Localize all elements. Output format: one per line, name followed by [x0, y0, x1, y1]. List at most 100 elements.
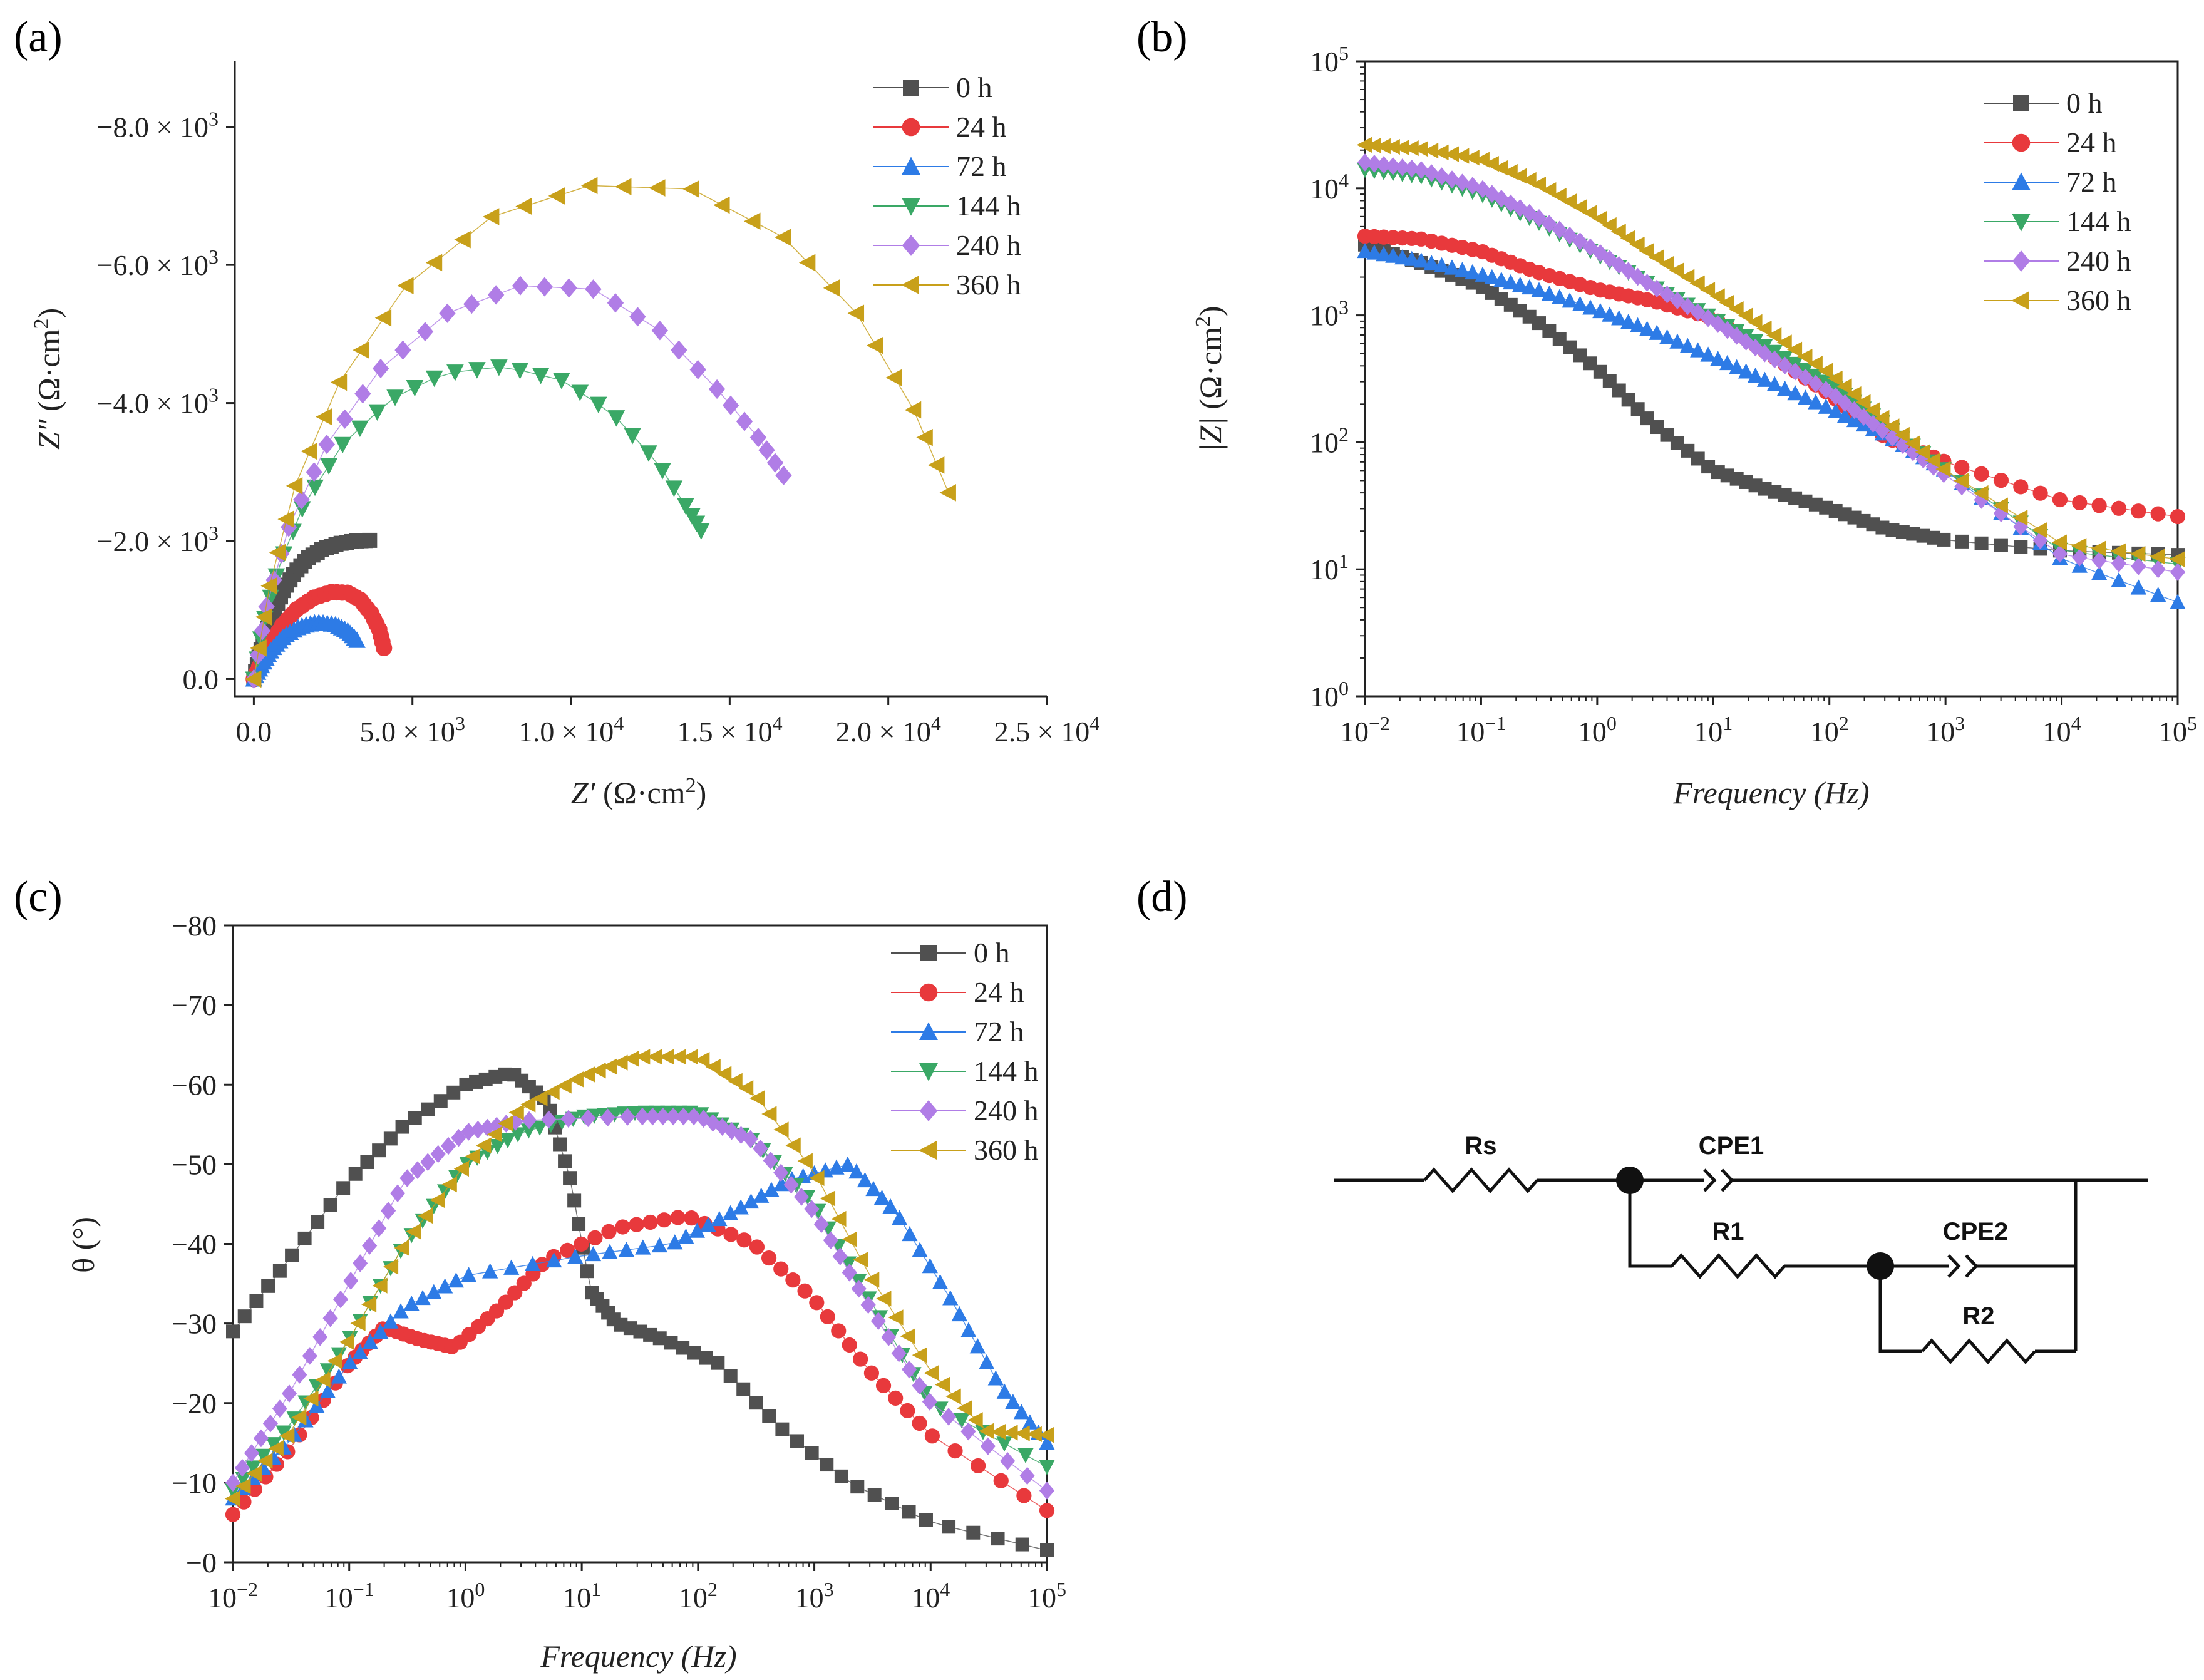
- data-point: [761, 1106, 777, 1122]
- data-point: [560, 1242, 575, 1258]
- data-point: [406, 1224, 421, 1240]
- data-point: [1756, 320, 1772, 337]
- y-tick-label-exponent: 2: [1339, 423, 1349, 445]
- data-point: [1531, 209, 1547, 227]
- data-point: [980, 1437, 996, 1455]
- data-point: [1423, 254, 1439, 271]
- data-point: [1973, 485, 1989, 502]
- data-point: [1530, 177, 1546, 193]
- data-point: [722, 395, 739, 415]
- data-point: [1747, 314, 1763, 330]
- data-point: [723, 1227, 739, 1242]
- x-tick-label: 103: [795, 1578, 834, 1614]
- data-point: [900, 1403, 915, 1419]
- data-point: [1413, 141, 1428, 157]
- data-point: [320, 458, 337, 475]
- data-point: [805, 1446, 819, 1460]
- data-point: [935, 1376, 950, 1393]
- data-point: [932, 1274, 949, 1289]
- data-point: [433, 1094, 448, 1108]
- data-point: [1022, 1414, 1038, 1430]
- data-point: [1385, 157, 1401, 175]
- data-point: [306, 479, 324, 497]
- data-point: [677, 498, 694, 515]
- x-tick-label-exponent: 1: [591, 1578, 601, 1600]
- x-axis-title-symbol: Z′: [571, 775, 596, 810]
- data-point: [1729, 359, 1745, 374]
- data-point: [629, 1217, 644, 1232]
- data-point: [515, 197, 532, 215]
- data-point: [536, 277, 554, 297]
- x-axis: 0.0 5.0 × 103 1.0 × 104 1.5 × 104 2.0 × 104 2…: [236, 696, 1099, 748]
- data-point: [809, 1170, 825, 1187]
- data-point: [372, 1277, 388, 1294]
- data-point: [1493, 271, 1510, 287]
- data-point: [1836, 378, 1852, 394]
- data-point: [520, 1123, 537, 1139]
- panel-b-label: (b): [1136, 13, 1188, 61]
- data-point: [749, 1396, 763, 1410]
- data-point: [436, 1278, 453, 1294]
- data-point: [873, 1189, 890, 1205]
- data-point: [1015, 1537, 1029, 1552]
- data-point: [245, 1460, 262, 1476]
- data-point: [1551, 188, 1567, 204]
- plot-frame: [232, 924, 1048, 1564]
- series-240h: [1357, 153, 2186, 582]
- data-point: [766, 453, 784, 473]
- data-point: [618, 1241, 635, 1257]
- x-tick-label-exponent: 2: [708, 1578, 718, 1600]
- data-point: [430, 1192, 445, 1208]
- data-point: [600, 1108, 615, 1127]
- data-point: [1413, 161, 1429, 179]
- data-point: [749, 428, 767, 448]
- data-point: [553, 1137, 567, 1152]
- data-point: [548, 187, 565, 205]
- series-line: [253, 185, 949, 679]
- data-point: [409, 1161, 425, 1179]
- data-point: [1669, 291, 1686, 310]
- data-point: [1376, 246, 1392, 262]
- cpe2-element: [1947, 1254, 1961, 1278]
- data-point: [863, 1365, 880, 1381]
- data-point: [1016, 1488, 1032, 1503]
- data-point: [785, 1272, 801, 1288]
- data-point: [2131, 503, 2146, 519]
- x-tick-label-exponent: 4: [940, 1578, 950, 1600]
- data-point: [867, 1488, 882, 1502]
- data-point: [2052, 545, 2068, 563]
- data-point: [399, 1169, 415, 1187]
- x-tick-label-exponent: 1: [1723, 712, 1733, 734]
- x-axis-title-unit: (Ω·cm: [595, 775, 686, 810]
- data-point: [560, 1110, 576, 1128]
- data-point: [775, 465, 792, 485]
- x-tick-label-exponent: 3: [1955, 712, 1965, 734]
- data-point: [1433, 144, 1449, 161]
- y-tick-label-exponent: 3: [1339, 296, 1349, 319]
- plot-frame: [234, 61, 1047, 698]
- data-point: [1375, 138, 1391, 155]
- data-point: [226, 1324, 240, 1339]
- x-axis-title-symbol: Frequency (Hz): [1672, 775, 1869, 810]
- data-point: [318, 435, 336, 455]
- y-axis-title: θ (°): [66, 1217, 101, 1273]
- legend-marker: [919, 983, 938, 1002]
- data-point: [848, 1163, 865, 1179]
- series-144h: [245, 359, 710, 688]
- data-point: [991, 1532, 1005, 1546]
- data-point: [418, 1208, 433, 1224]
- data-point: [670, 1210, 686, 1225]
- legend-marker: [902, 118, 920, 137]
- data-point: [246, 1465, 262, 1482]
- x-tick-label-exponent: 3: [455, 712, 465, 734]
- y-tick-label: −80: [172, 910, 217, 942]
- data-point: [2051, 534, 2067, 550]
- data-point: [2111, 500, 2127, 516]
- data-point: [773, 1261, 789, 1277]
- data-point: [615, 1219, 631, 1235]
- legend-marker: [919, 1063, 938, 1081]
- data-point: [279, 1428, 295, 1444]
- legend-label: 24 h: [2066, 126, 2117, 158]
- data-point: [831, 1210, 847, 1227]
- data-point: [763, 1182, 780, 1197]
